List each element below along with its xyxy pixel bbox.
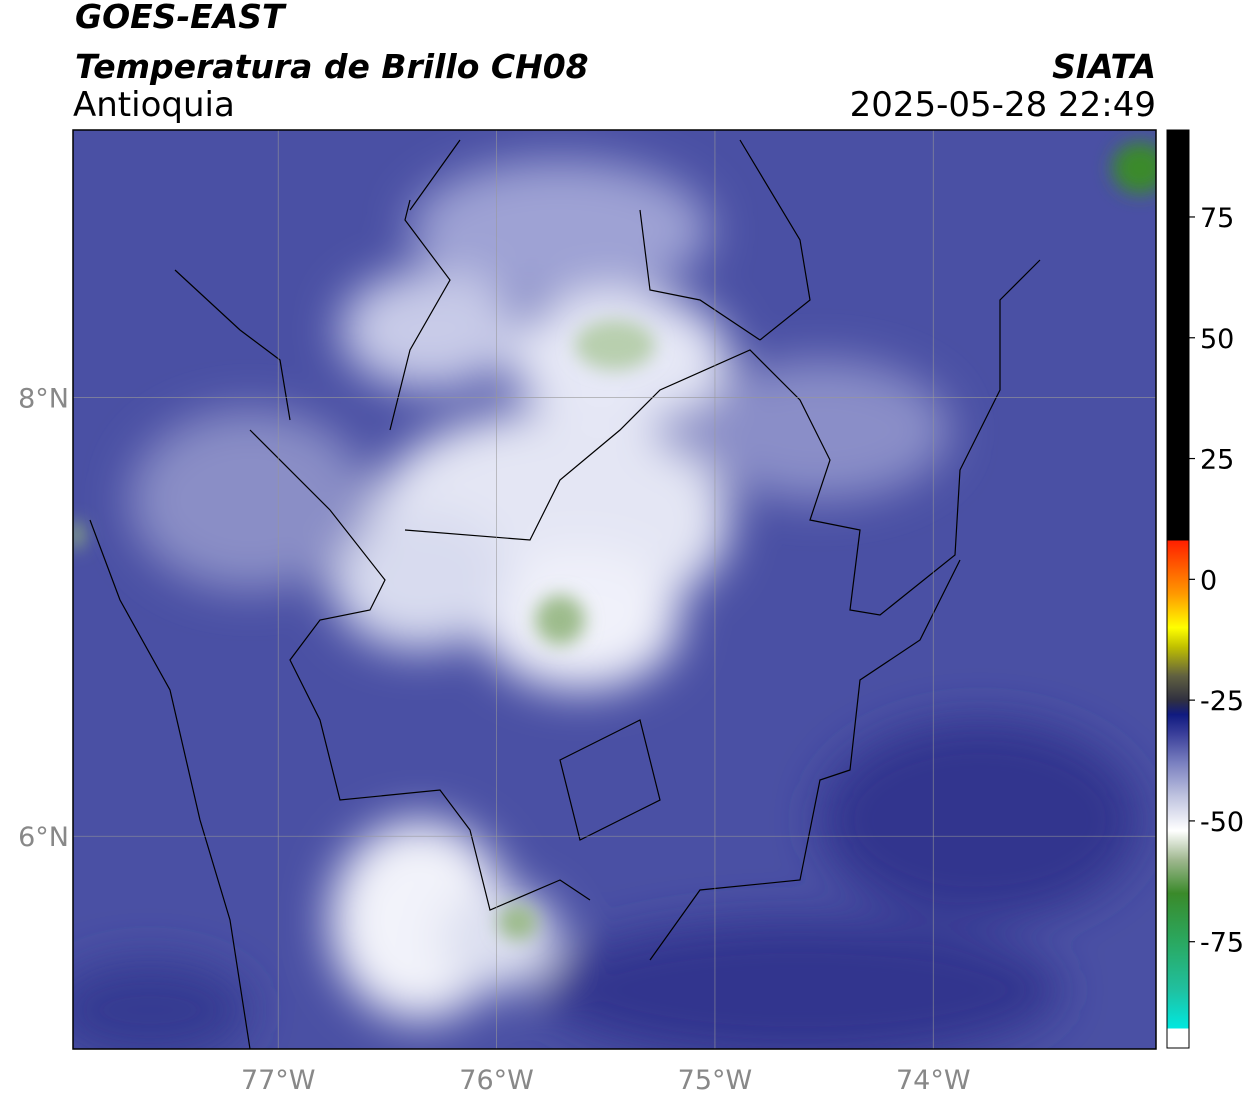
title: GOES-EAST xyxy=(75,0,287,36)
x-tick-label: 77°W xyxy=(241,1065,316,1096)
x-tick-label: 75°W xyxy=(678,1065,753,1096)
datetime: 2025-05-28 22:49 xyxy=(850,85,1156,125)
y-tick-label: 6°N xyxy=(18,822,69,853)
colorbar-tick-label: -25 xyxy=(1200,686,1244,717)
colorbar-tick-label: 0 xyxy=(1200,565,1217,596)
y-tick-label: 8°N xyxy=(18,384,69,415)
colorbar-tick-label: 75 xyxy=(1200,203,1234,234)
colorbar xyxy=(1166,129,1190,1049)
colorbar-tick-label: 50 xyxy=(1200,324,1234,355)
subtitle: Temperatura de Brillo CH08 xyxy=(75,47,589,86)
region: Antioquia xyxy=(73,85,235,125)
x-tick-label: 74°W xyxy=(896,1065,971,1096)
colorbar-tick-label: -50 xyxy=(1200,807,1244,838)
source: SIATA xyxy=(1052,47,1156,86)
map-frame xyxy=(72,129,1157,1050)
colorbar-tick-label: 25 xyxy=(1200,445,1234,476)
colorbar-tick-label: -75 xyxy=(1200,928,1244,959)
x-tick-label: 76°W xyxy=(459,1065,534,1096)
satellite-image xyxy=(73,130,1156,1049)
